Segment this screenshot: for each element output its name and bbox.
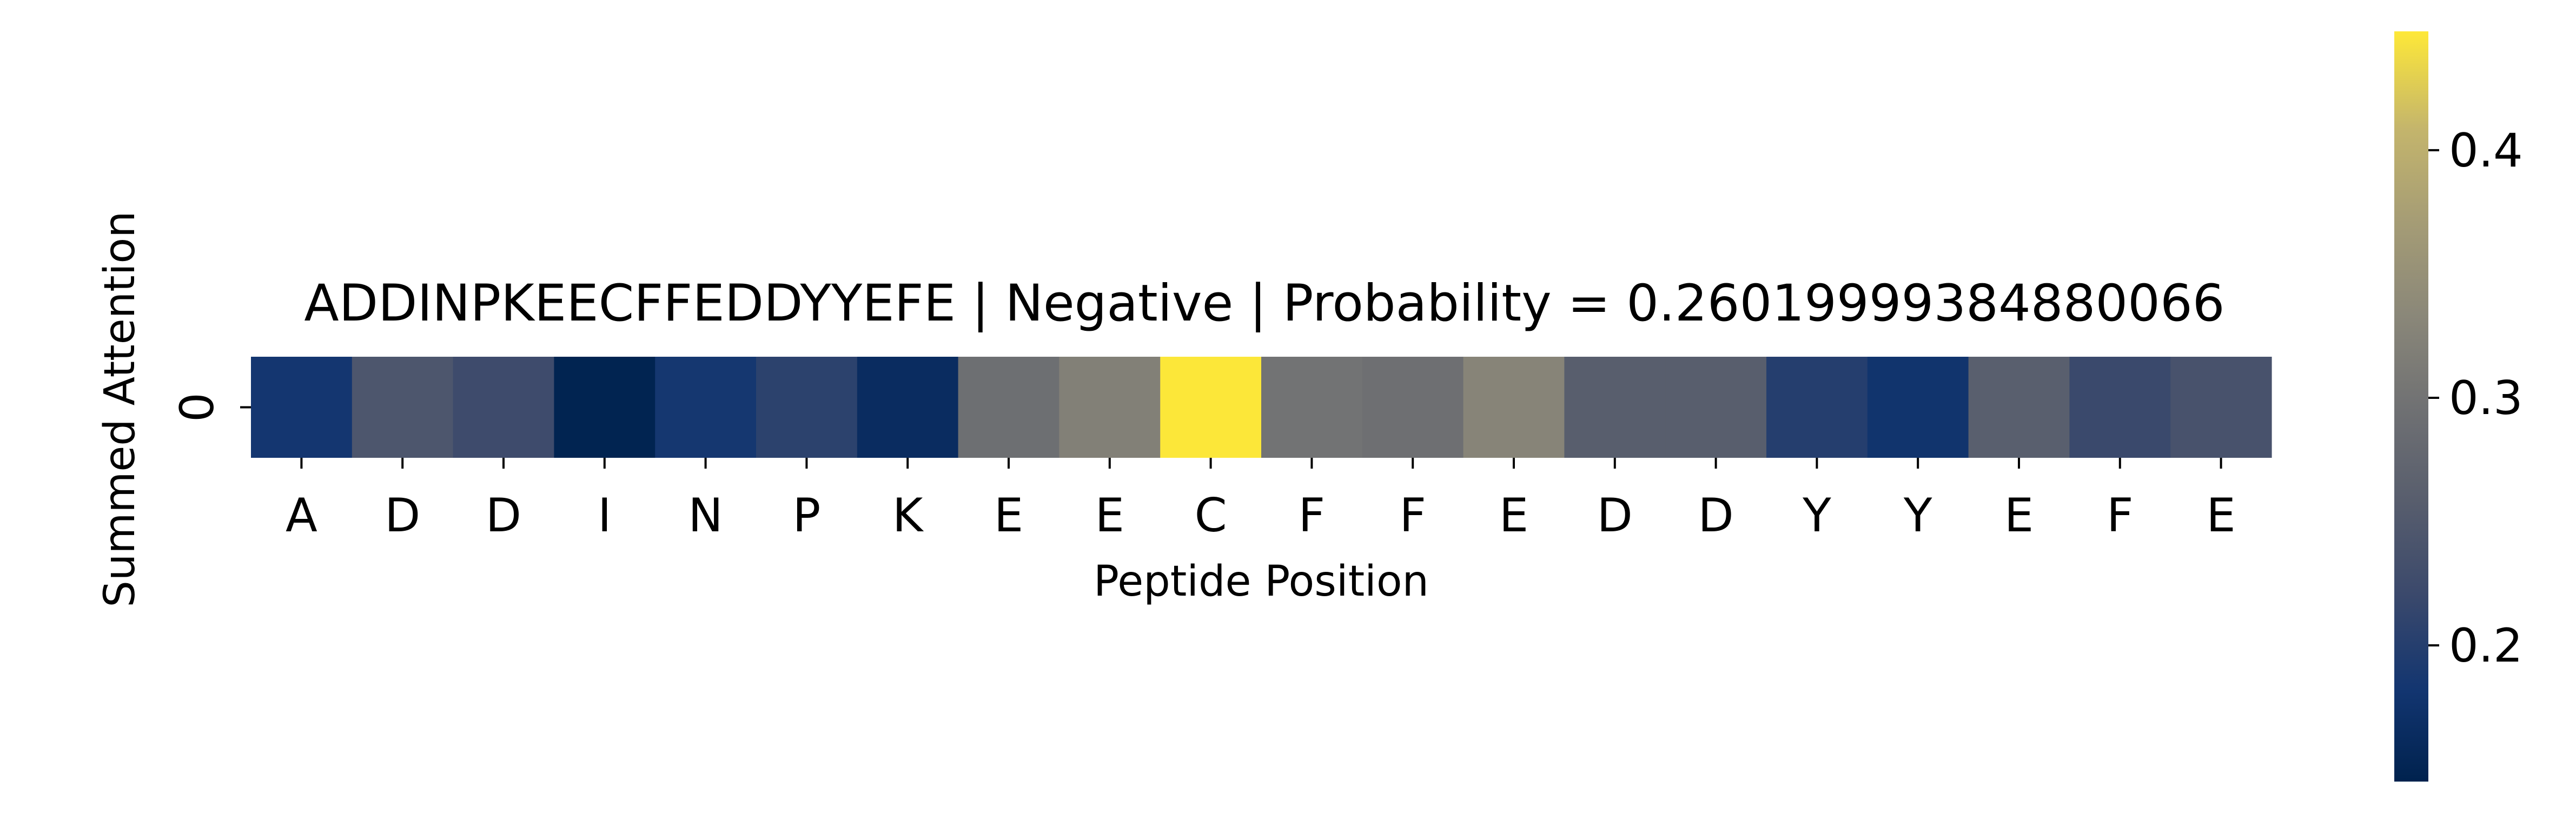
x-tick-label: C bbox=[1195, 489, 1227, 543]
colorbar-tick-label: 0.4 bbox=[2449, 124, 2523, 178]
heatmap-cell bbox=[1766, 357, 1868, 458]
x-tick-label: F bbox=[1399, 489, 1426, 543]
heatmap-cell bbox=[1665, 357, 1767, 458]
x-tick-label: P bbox=[792, 489, 820, 543]
heatmap-cell bbox=[453, 357, 554, 458]
heatmap-cell bbox=[1362, 357, 1464, 458]
heatmap-cell bbox=[352, 357, 454, 458]
x-tick-label: D bbox=[385, 489, 420, 543]
heatmap-cell bbox=[958, 357, 1059, 458]
x-tick-label: Y bbox=[1802, 489, 1831, 543]
x-tick-label: E bbox=[2004, 489, 2034, 543]
x-tick-label: E bbox=[2206, 489, 2235, 543]
heatmap-cell bbox=[554, 357, 655, 458]
heatmap-cell bbox=[655, 357, 757, 458]
x-tick-label: K bbox=[892, 489, 924, 543]
x-axis-label: Peptide Position bbox=[1094, 557, 1429, 606]
x-tick-label: Y bbox=[1903, 489, 1932, 543]
heatmap-cell bbox=[1160, 357, 1262, 458]
x-tick-label: D bbox=[1597, 489, 1633, 543]
colorbar-ticks: 0.2 0.3 0.4 bbox=[2428, 124, 2523, 673]
heatmap-cell bbox=[1564, 357, 1666, 458]
x-tick-label: A bbox=[286, 489, 317, 543]
colorbar-tick-label: 0.2 bbox=[2449, 619, 2523, 673]
x-tick-label: N bbox=[688, 489, 723, 543]
chart-title: ADDINPKEECFFEDDYYEFE | Negative | Probab… bbox=[304, 274, 2224, 333]
heatmap-cell bbox=[251, 357, 353, 458]
colorbar-tick-label: 0.3 bbox=[2449, 371, 2523, 425]
y-axis-label: Summed Attention bbox=[96, 211, 144, 607]
heatmap-cells bbox=[251, 357, 2272, 458]
heatmap-cell bbox=[2170, 357, 2272, 458]
x-tick-label: E bbox=[1095, 489, 1124, 543]
y-tick-label: 0 bbox=[170, 392, 224, 422]
x-tick-label: F bbox=[2107, 489, 2133, 543]
heatmap-cell bbox=[1261, 357, 1363, 458]
y-axis-ticks: 0 bbox=[170, 392, 251, 422]
heatmap-cell bbox=[1968, 357, 2070, 458]
heatmap-cell bbox=[1463, 357, 1565, 458]
heatmap-cell bbox=[1867, 357, 1969, 458]
heatmap-cell bbox=[857, 357, 959, 458]
heatmap-cell bbox=[1059, 357, 1161, 458]
x-tick-label: F bbox=[1299, 489, 1325, 543]
x-tick-label: D bbox=[486, 489, 521, 543]
x-tick-label: E bbox=[1499, 489, 1528, 543]
heatmap-cell bbox=[756, 357, 858, 458]
colorbar bbox=[2394, 31, 2428, 782]
x-tick-label: D bbox=[1698, 489, 1733, 543]
x-tick-label: E bbox=[994, 489, 1023, 543]
heatmap-cell bbox=[2069, 357, 2171, 458]
x-tick-label: I bbox=[598, 489, 611, 543]
